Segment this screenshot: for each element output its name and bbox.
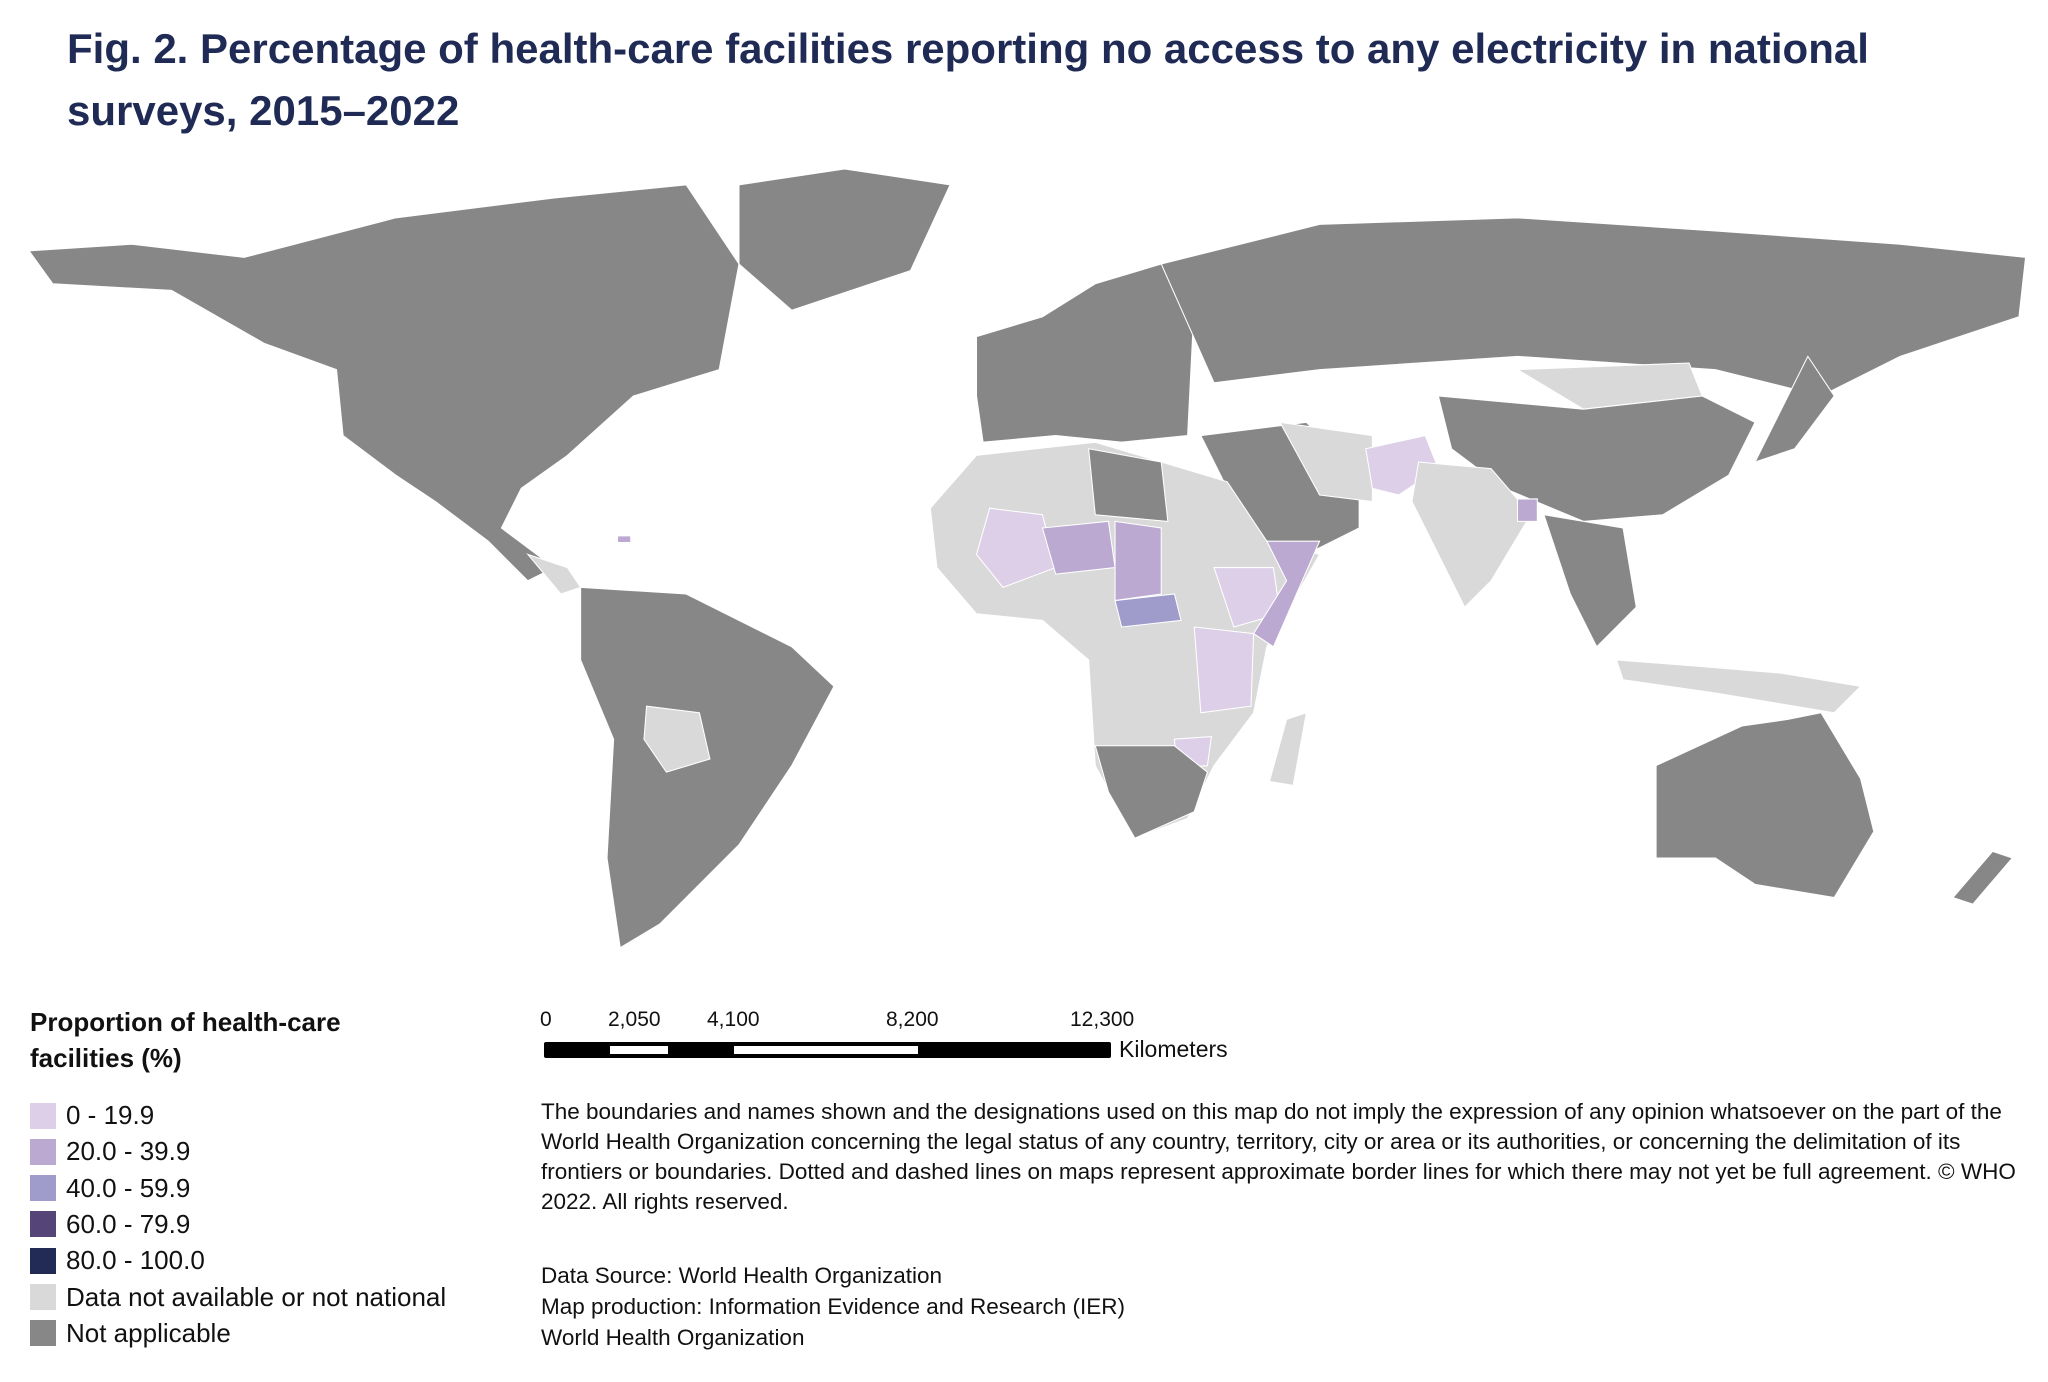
legend-label: 60.0 - 79.9 — [66, 1208, 191, 1239]
south-america — [580, 586, 835, 949]
source-line: World Health Organization — [541, 1325, 805, 1350]
legend-label: 80.0 - 100.0 — [66, 1245, 205, 1276]
scale-unit: Kilometers — [1119, 1036, 1228, 1062]
kenya-tanzania — [1193, 626, 1255, 714]
legend-label: 40.0 - 59.9 — [66, 1172, 191, 1203]
australia — [1655, 712, 1875, 899]
southeast-asia — [1543, 514, 1637, 648]
russia — [1160, 217, 2027, 397]
madagascar — [1268, 711, 1308, 786]
legend-item: 60.0 - 79.9 — [30, 1209, 190, 1240]
legend-item: 40.0 - 59.9 — [30, 1173, 190, 1204]
bangladesh — [1516, 498, 1538, 522]
legend-label: 0 - 19.9 — [66, 1100, 155, 1130]
scale-bar — [544, 1042, 1111, 1058]
legend-label: Data not available or not national — [66, 1281, 447, 1312]
legend-item: 80.0 - 100.0 — [30, 1245, 205, 1276]
legend-title: Proportion of health-care facilities (%) — [30, 1007, 341, 1073]
legend-label: 20.0 - 39.9 — [66, 1136, 191, 1167]
scale-segment — [610, 1046, 668, 1054]
legend-item: 0 - 19.9 — [30, 1100, 154, 1131]
libya — [1088, 448, 1169, 522]
scale-tick-label: 0 — [540, 1008, 552, 1031]
source-line: Data Source: World Health Organization — [541, 1263, 943, 1288]
legend-swatch — [30, 1102, 56, 1129]
scale-segment — [734, 1046, 918, 1054]
scale-tick-label: 4,100 — [707, 1008, 760, 1031]
legend-item: 20.0 - 39.9 — [30, 1136, 190, 1167]
chad — [1114, 520, 1162, 602]
scale-tick-label: 8,200 — [886, 1008, 939, 1031]
bolivia — [643, 705, 711, 773]
legend-swatch — [30, 1284, 56, 1310]
legend-swatch — [30, 1320, 56, 1347]
scale-tick-label: 2,050 — [608, 1008, 661, 1031]
mali-burkina — [975, 507, 1057, 589]
haiti — [617, 535, 632, 544]
legend-swatch — [30, 1211, 56, 1238]
legend-swatch — [30, 1175, 56, 1202]
figure-title: Fig. 2. Percentage of health-care facili… — [67, 25, 1869, 134]
north-america — [28, 184, 740, 582]
legend-swatch — [30, 1247, 56, 1274]
central-african-republic — [1114, 593, 1182, 628]
japan — [1754, 355, 1835, 463]
somalia — [1252, 540, 1321, 648]
scale-tick-label: 12,300 — [1070, 1008, 1135, 1031]
legend-item: Data not available or not national — [30, 1282, 446, 1313]
legend-swatch — [30, 1138, 56, 1165]
iran-no-data — [1279, 421, 1373, 503]
legend-item: Not applicable — [30, 1318, 231, 1349]
indonesia — [1615, 659, 1862, 714]
new-zealand — [1952, 850, 2014, 905]
greenland — [738, 168, 951, 311]
india — [1411, 461, 1532, 609]
europe — [975, 263, 1195, 443]
southern-africa — [1094, 745, 1209, 839]
disclaimer: The boundaries and names shown and the d… — [541, 1099, 2016, 1214]
legend-label: Not applicable — [66, 1317, 231, 1348]
niger — [1041, 520, 1116, 575]
source-line: Map production: Information Evidence and… — [541, 1294, 1126, 1319]
